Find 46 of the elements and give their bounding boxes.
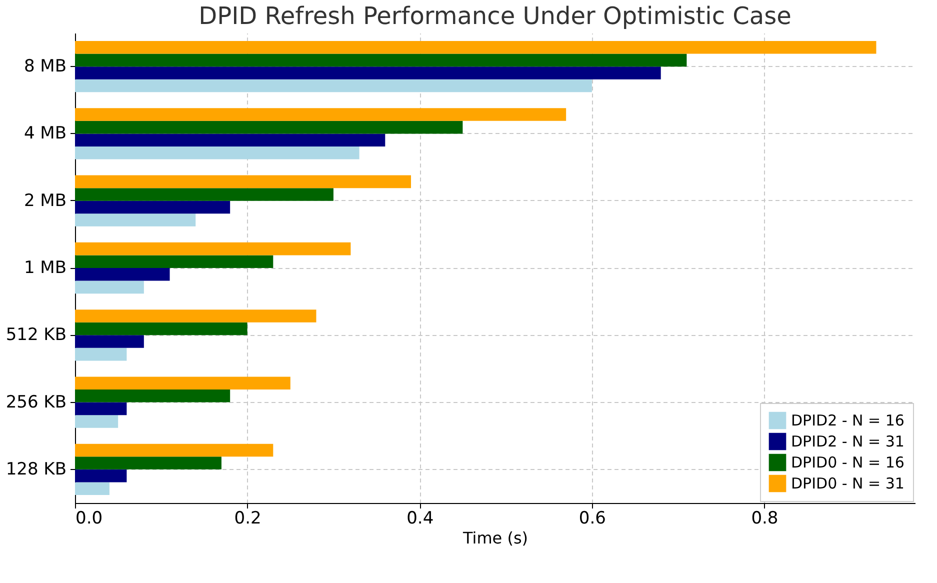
legend-label: DPID0 - N = 16 [791,454,904,472]
bar [75,108,566,121]
bar [75,188,334,201]
legend-label: DPID2 - N = 31 [791,432,904,450]
x-tick-label: 0.2 [234,508,262,528]
bar [75,200,230,214]
bar [75,482,110,496]
bar [75,242,351,256]
y-tick-label: 256 KB [6,392,66,412]
y-tick-label: 2 MB [24,190,66,211]
bar [75,54,687,67]
bar [75,134,386,147]
y-tick-label: 128 KB [6,459,66,480]
bar [75,79,592,92]
bar [75,389,230,402]
bar [75,402,127,416]
x-tick-label: 0.6 [578,508,606,528]
bar [75,268,170,281]
bar [75,322,248,336]
y-tick-label: 512 KB [6,325,66,346]
bar [75,415,118,428]
y-tick-label: 4 MB [24,124,66,144]
y-tick-label: 1 MB [24,258,66,278]
x-tick-label: 0.4 [406,508,434,528]
legend-label: DPID0 - N = 31 [791,474,904,492]
bar [75,120,463,134]
x-axis-title: Time (s) [462,528,528,548]
bar [75,214,196,226]
x-tick-label: 0.0 [76,508,103,528]
legend-label: DPID2 - N = 16 [791,412,904,430]
bar [75,456,222,470]
y-tick-label: 8 MB [24,56,66,77]
bar [75,146,360,160]
bar [75,175,411,188]
bar [75,66,661,80]
x-tick-label: 0.8 [751,508,778,528]
bar [75,335,144,348]
chart-title: DPID Refresh Performance Under Optimistic Case [198,2,792,30]
bar [75,280,144,294]
bar [75,40,876,54]
bar [75,444,274,457]
bar [75,348,127,361]
bar [75,255,274,268]
bar [75,310,316,322]
bar [75,376,290,390]
bar [75,469,127,482]
